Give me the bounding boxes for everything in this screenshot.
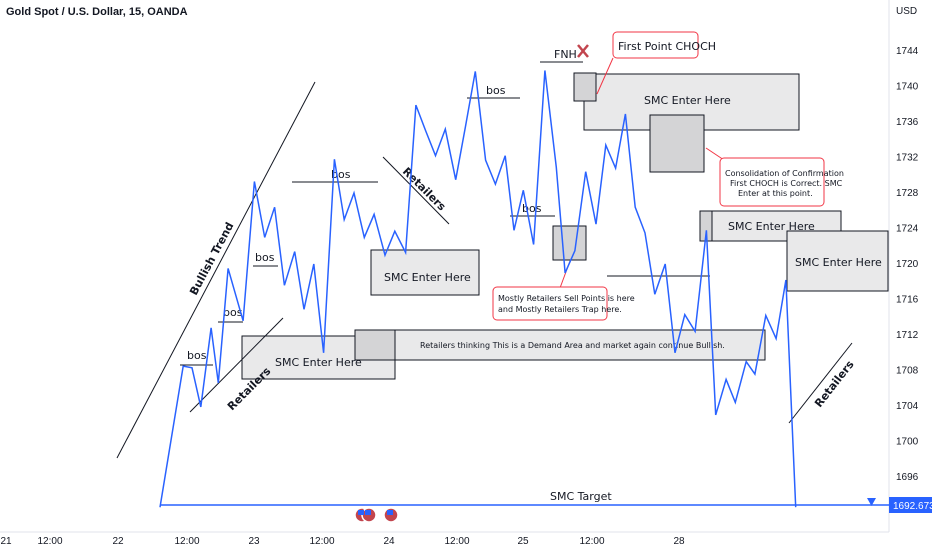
y-tick-label: 1720: [896, 259, 919, 270]
smc-target-label: SMC Target: [550, 490, 612, 503]
bos-label-2: bos: [223, 306, 243, 319]
y-tick-label: 1696: [896, 472, 919, 483]
event-flag-icons[interactable]: [354, 507, 399, 523]
callout-consolidation: Consolidation of Confirmation First CHOC…: [705, 147, 844, 207]
retail-sell-line-1: Mostly Retailers Sell Points is here: [498, 294, 635, 303]
bos-markers: bos bos bos bos bos bos FNH: [180, 48, 583, 366]
current-price-badge: 1692.673: [889, 497, 932, 513]
smc-zone-2: [370, 249, 480, 296]
y-tick-label: 1704: [896, 401, 919, 412]
y-tick-label: 1736: [896, 117, 919, 128]
x-tick-label: 12:00: [174, 536, 199, 547]
currency-label: USD: [896, 6, 917, 17]
x-tick-label: 12:00: [37, 536, 62, 547]
smc-zone-5: [786, 230, 889, 292]
arrow-down-icon: [867, 498, 876, 506]
smc-zones: SMC Enter Here SMC Enter Here Retailers …: [241, 72, 889, 380]
callout-retail-sell: Mostly Retailers Sell Points is here and…: [492, 260, 635, 321]
bos-label-6: bos: [522, 202, 542, 215]
retailer-line-3: [788, 342, 853, 424]
consolidation-line-1: Consolidation of Confirmation: [725, 169, 844, 178]
smc-zone-4-left: [699, 210, 713, 242]
x-tick-label: 12:00: [309, 536, 334, 547]
smc-zone-1-label: SMC Enter Here: [275, 356, 362, 369]
y-tick-label: 1728: [896, 188, 919, 199]
cross-icon: [577, 44, 589, 58]
demand-zone: [354, 329, 766, 361]
y-tick-label: 1732: [896, 153, 919, 164]
retailer-line-1: [189, 317, 284, 413]
y-tick-label: 1712: [896, 330, 919, 341]
smc-zone-2-label: SMC Enter Here: [384, 271, 471, 284]
smc-zone-5-label: SMC Enter Here: [795, 256, 882, 269]
bos-label-3: bos: [255, 251, 275, 264]
retail-sell-line-2: and Mostly Retailers Trap here.: [498, 305, 622, 314]
fnh-zone: [573, 72, 597, 102]
x-tick-label: 23: [248, 536, 260, 547]
y-tick-label: 1708: [896, 366, 919, 377]
time-axis[interactable]: 21 12:00 22 12:00 23 12:00 24 12:00 25 12:00 28: [0, 531, 889, 547]
bullish-trend-label: Bullish Trend: [187, 220, 236, 297]
x-tick-label: 22: [112, 536, 124, 547]
bos-label-5: bos: [486, 84, 506, 97]
retailer-label-2: Retailers: [400, 165, 449, 214]
current-price-label: 1692.673: [893, 501, 932, 512]
smc-zone-3-label: SMC Enter Here: [644, 94, 731, 107]
x-tick-label: 12:00: [444, 536, 469, 547]
fnh-label: FNH: [554, 48, 577, 61]
x-tick-label: 21: [0, 536, 12, 547]
y-tick-label: 1740: [896, 82, 919, 93]
retailer-line-2: [382, 156, 450, 225]
y-tick-label: 1744: [896, 46, 919, 57]
demand-zone-left: [354, 329, 396, 361]
consolidation-line-3: Enter at this point.: [738, 189, 813, 198]
x-tick-label: 28: [673, 536, 685, 547]
y-tick-label: 1700: [896, 437, 919, 448]
demand-zone-label: Retailers thinking This is a Demand Area…: [420, 341, 725, 350]
consolidation-line-2: First CHOCH is Correct. SMC: [730, 179, 843, 188]
first-point-label: First Point CHOCH: [618, 40, 716, 53]
bos-label-1: bos: [187, 349, 207, 362]
callout-first-point: First Point CHOCH: [596, 31, 716, 95]
bullish-trend-line: [116, 81, 316, 459]
price-series-line: [159, 70, 797, 508]
consolidation-zone: [649, 114, 705, 173]
retail-trap-zone: [552, 225, 587, 261]
chart-title: Gold Spot / U.S. Dollar, 15, OANDA: [6, 6, 188, 18]
smc-zone-4-label: SMC Enter Here: [728, 220, 815, 233]
y-tick-label: 1716: [896, 295, 919, 306]
y-tick-label: 1724: [896, 224, 919, 235]
x-tick-label: 24: [383, 536, 395, 547]
x-tick-label: 25: [517, 536, 529, 547]
price-axis[interactable]: USD 1744 1740 1736 1732 1728 1724 1720 1716 1712…: [888, 0, 919, 532]
x-tick-label: 12:00: [579, 536, 604, 547]
